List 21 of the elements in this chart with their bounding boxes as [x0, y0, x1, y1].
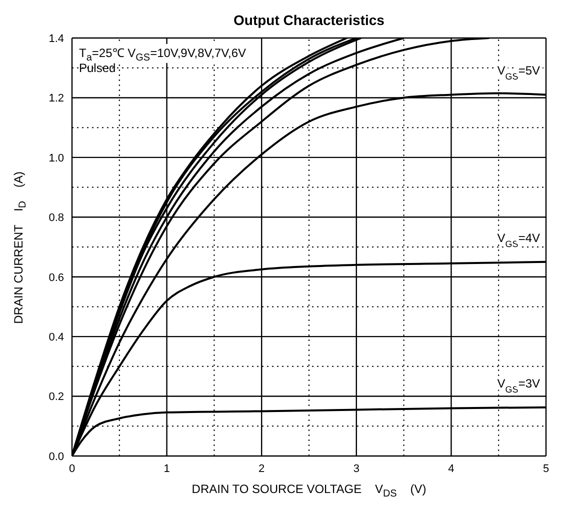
- y-tick-label: 0.6: [48, 272, 64, 284]
- y-tick-label: 1.4: [48, 32, 64, 45]
- series-label: V$_{GS}$=4V: [497, 230, 540, 249]
- x-tick-label: 5: [542, 462, 550, 475]
- x-tick-label: 4: [448, 462, 454, 475]
- y-tick-label: 1.0: [48, 152, 64, 164]
- chart-title: Output Characteristics: [232, 12, 386, 28]
- y-tick-label: 1.2: [48, 92, 64, 105]
- y-tick-label: 0.8: [48, 212, 64, 224]
- series-label: V$_{GS}$=5V: [497, 64, 540, 82]
- x-tick-label: 1: [164, 462, 170, 475]
- y-tick-label: 0.2: [48, 391, 64, 404]
- annotation: T$_{a}$=25℃ V$_{GS}$=10V,9V,8V,7V,6V: [79, 46, 246, 64]
- annotation: Pulsed: [78, 61, 117, 75]
- x-tick-label: 0: [68, 462, 76, 475]
- series-label: V$_{GS}$=3V: [497, 376, 540, 394]
- text: DRAIN TO SOURCE VOLTAGE V$_{DS}$ (V): [192, 482, 426, 500]
- y-tick-label: 0.4: [48, 331, 64, 344]
- x-tick-label: 3: [353, 462, 360, 475]
- y-tick-label: 0.0: [48, 450, 64, 463]
- x-tick-label: 2: [258, 462, 265, 475]
